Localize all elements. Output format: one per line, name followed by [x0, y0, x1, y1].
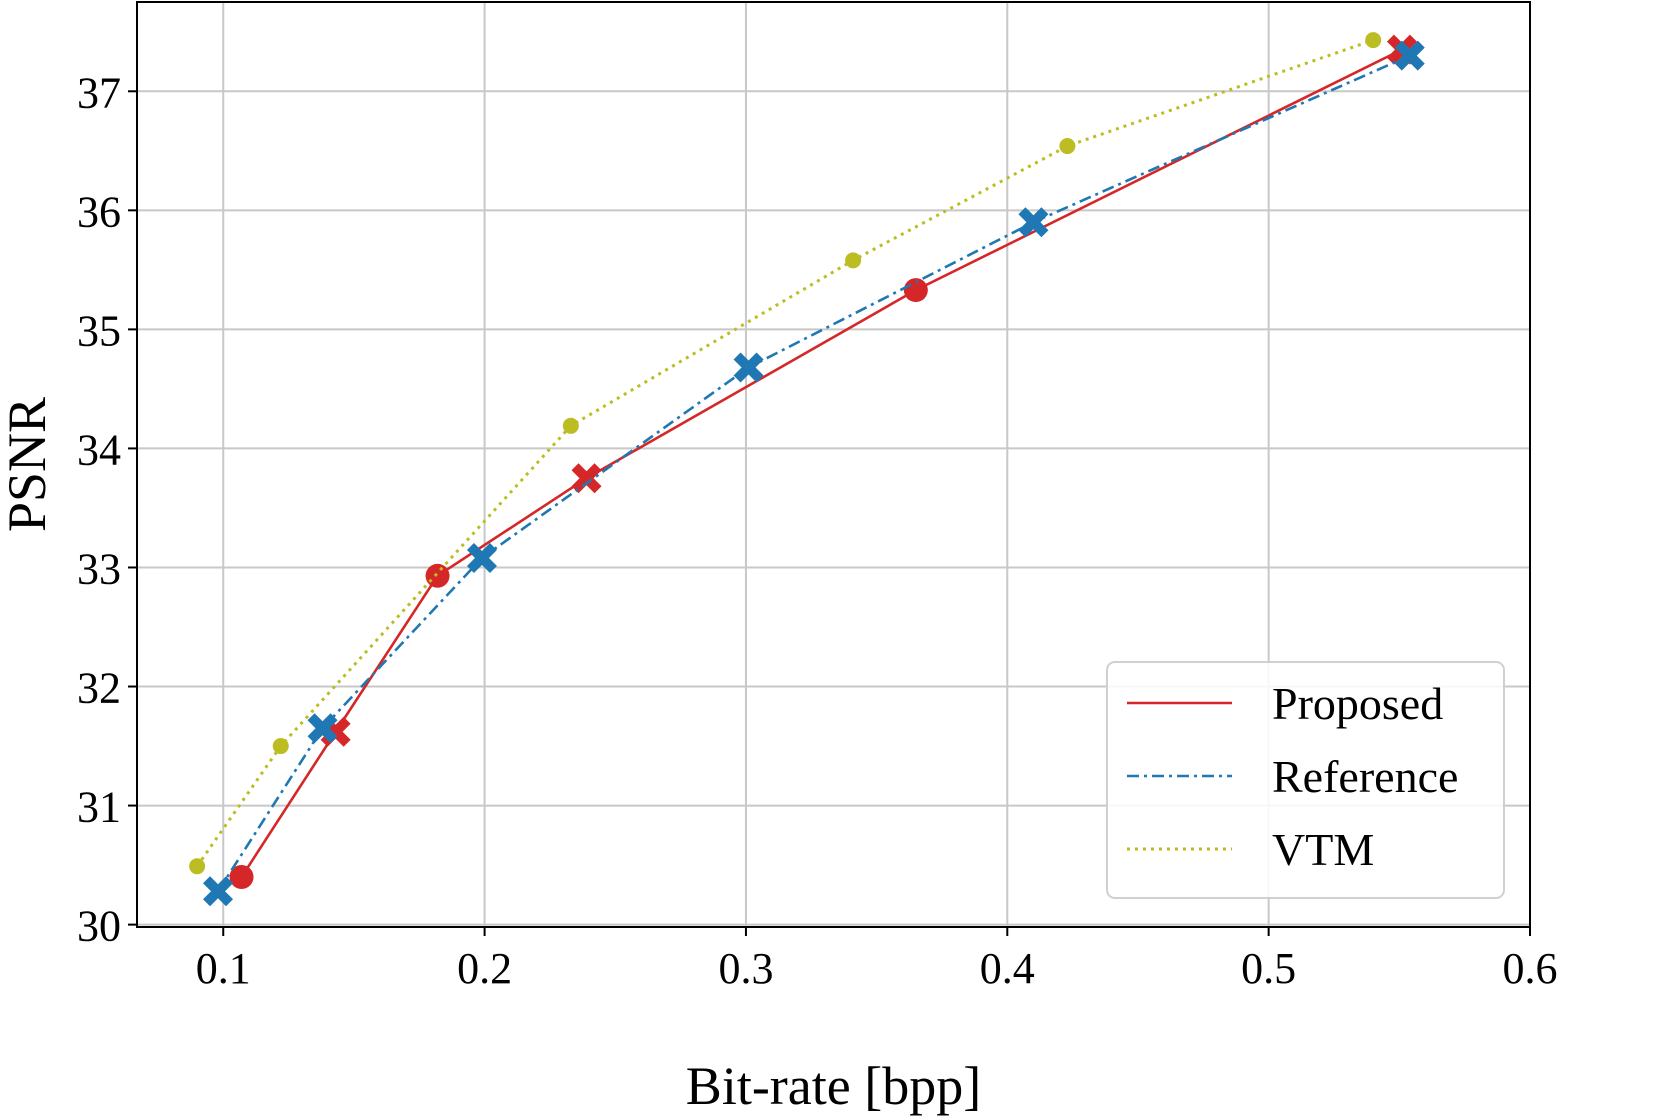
data-point-x: [1018, 207, 1049, 238]
y-tick-label: 35: [77, 306, 121, 355]
series-line: [195, 38, 1374, 868]
data-point-x: [733, 352, 764, 383]
x-tick-label: 0.2: [457, 944, 512, 993]
y-tick-label: 37: [77, 68, 121, 117]
y-tick-label: 30: [77, 902, 121, 951]
x-tick-label: 0.3: [718, 944, 773, 993]
series-line: [240, 48, 1403, 878]
data-point-circle: [425, 563, 450, 588]
data-point-x: [203, 876, 234, 907]
series-line: [216, 54, 1411, 892]
data-point-x: [571, 463, 602, 494]
plot-frame: [136, 1, 1531, 928]
y-tick-label: 31: [77, 783, 121, 832]
x-tick-label: 0.6: [1503, 944, 1558, 993]
x-tick-label: 0.4: [980, 944, 1035, 993]
data-point-x: [307, 713, 338, 744]
axis-ticks: 0.1 0.2 0.3 0.4 0.5 0.6 30 31 32 33 34 35 36 37: [77, 68, 1558, 993]
legend-label-reference: Reference: [1272, 751, 1458, 802]
series-layer: [189, 32, 1425, 907]
data-point-dot: [1365, 32, 1382, 49]
data-point-circle: [229, 865, 254, 889]
x-tick-label: 0.5: [1241, 944, 1296, 993]
y-tick-label: 36: [77, 187, 121, 236]
series-vtm: [189, 32, 1382, 875]
x-tick-label: 0.1: [196, 944, 251, 993]
data-point-dot: [845, 252, 862, 269]
data-point-dot: [272, 738, 289, 755]
data-point-dot: [1059, 138, 1076, 155]
data-point-x: [466, 542, 497, 573]
y-tick-label: 32: [77, 664, 121, 713]
y-tick-label: 34: [77, 425, 121, 474]
data-point-dot: [562, 417, 579, 434]
y-tick-label: 33: [77, 544, 121, 593]
series-proposed: [229, 34, 1417, 889]
y-axis-label: PSNR: [0, 397, 57, 532]
legend-box: [1106, 661, 1505, 899]
data-point-x: [1394, 40, 1425, 71]
legend: Proposed Reference VTM: [1106, 661, 1505, 899]
legend-label-vtm: VTM: [1272, 824, 1374, 875]
legend-label-proposed: Proposed: [1272, 678, 1443, 729]
x-axis-label: Bit-rate [bpp]: [686, 1056, 981, 1116]
series-reference: [203, 40, 1425, 907]
data-point-dot: [189, 858, 206, 875]
